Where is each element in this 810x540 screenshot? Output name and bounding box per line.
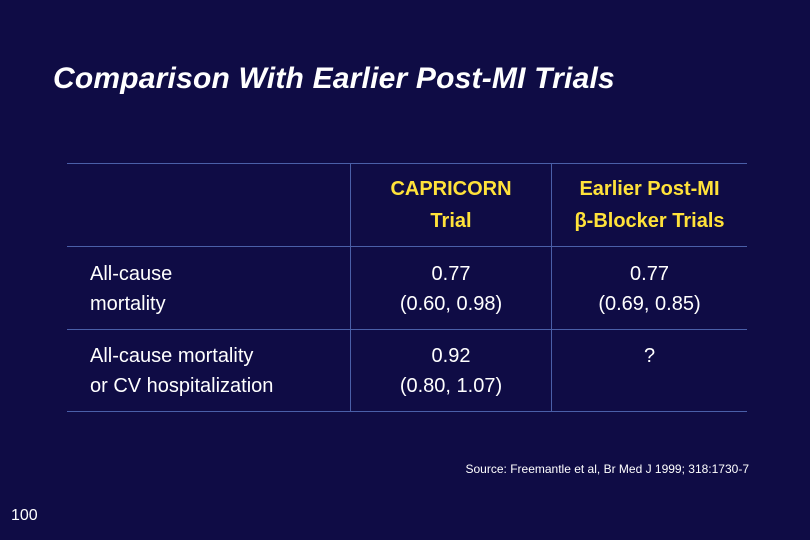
table-rule-header: [67, 246, 747, 247]
row1-label-line2: mortality: [90, 293, 166, 315]
row1-earlier-ci: (0.69, 0.85): [598, 293, 701, 315]
row-label-all-cause-mortality: All-cause mortality: [90, 259, 345, 319]
row2-capricorn-value: 0.92: [431, 345, 471, 367]
row2-capricorn-ci: (0.80, 1.07): [399, 375, 503, 397]
header-earlier-line1: Earlier Post-MI: [579, 178, 720, 200]
header-capricorn-trial: CAPRICORN Trial: [351, 173, 551, 237]
table-rule-col2: [551, 163, 552, 412]
row1-capricorn-ci: (0.60, 0.98): [399, 293, 503, 315]
header-capricorn-line2: Trial: [430, 210, 472, 232]
row2-earlier-cell: ?: [552, 341, 747, 371]
table-rule-bottom: [67, 411, 747, 412]
header-earlier-trials: Earlier Post-MI β-Blocker Trials: [552, 173, 747, 237]
row1-capricorn-value: 0.77: [431, 263, 471, 285]
row1-capricorn-cell: 0.77 (0.60, 0.98): [351, 259, 551, 319]
row1-label-line1: All-cause: [90, 263, 173, 285]
table-rule-col1: [350, 163, 351, 412]
row1-earlier-value: 0.77: [630, 263, 669, 285]
comparison-table: CAPRICORN Trial Earlier Post-MI β-Blocke…: [67, 163, 747, 412]
header-earlier-line2: β-Blocker Trials: [574, 210, 725, 232]
page-number: 100: [11, 507, 38, 524]
table-rule-top: [67, 163, 747, 164]
row2-earlier-value: ?: [643, 345, 656, 367]
source-citation: Source: Freemantle et al, Br Med J 1999;…: [465, 462, 750, 476]
row-label-mortality-or-cv-hospitalization: All-cause mortality or CV hospitalizatio…: [90, 341, 345, 401]
row2-label-line2: or CV hospitalization: [90, 375, 274, 397]
slide-title: Comparison With Earlier Post-MI Trials: [53, 62, 615, 95]
table-rule-middle: [67, 329, 747, 330]
row2-capricorn-cell: 0.92 (0.80, 1.07): [351, 341, 551, 401]
row1-earlier-cell: 0.77 (0.69, 0.85): [552, 259, 747, 319]
row2-label-line1: All-cause mortality: [90, 345, 254, 367]
header-capricorn-line1: CAPRICORN: [390, 178, 512, 200]
